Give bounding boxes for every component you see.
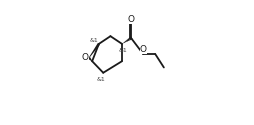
- Text: O: O: [140, 45, 147, 54]
- Text: &1: &1: [97, 77, 105, 82]
- Text: &1: &1: [119, 48, 128, 53]
- Text: &1: &1: [90, 38, 99, 43]
- Polygon shape: [89, 43, 100, 58]
- Text: O: O: [82, 53, 89, 62]
- Polygon shape: [88, 57, 92, 61]
- Text: O: O: [128, 15, 135, 24]
